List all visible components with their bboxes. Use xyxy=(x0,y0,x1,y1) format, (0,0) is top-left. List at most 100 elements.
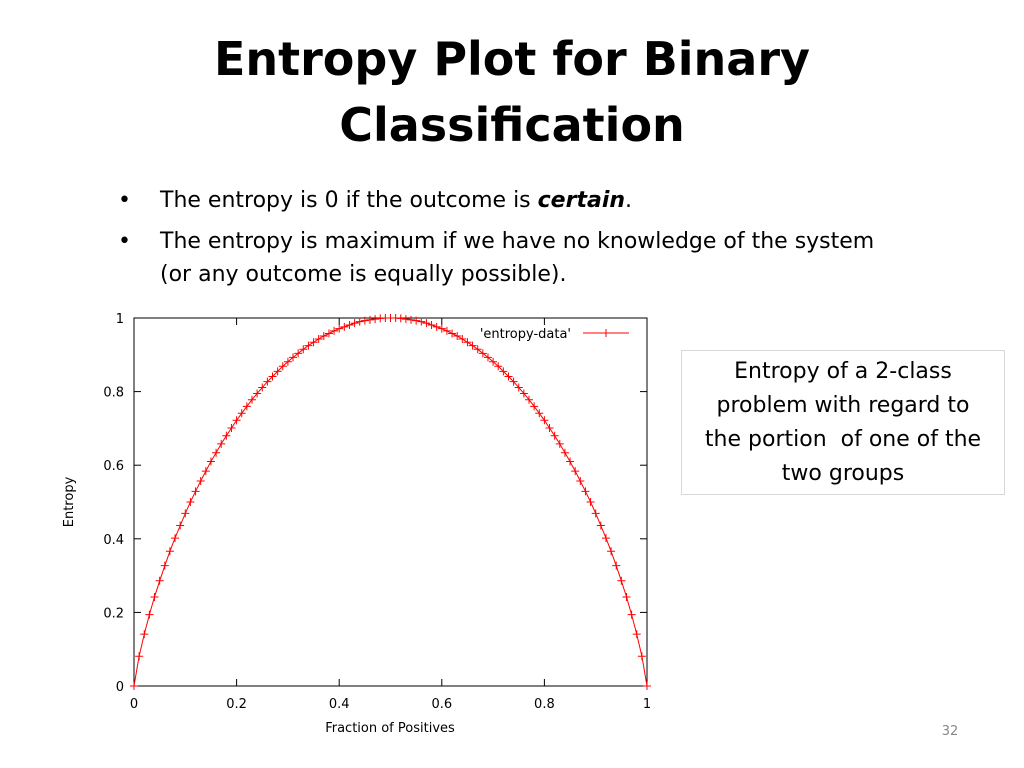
data-point-marker xyxy=(206,457,215,466)
data-point-marker xyxy=(289,353,298,362)
data-point-marker xyxy=(555,439,564,448)
data-point-marker xyxy=(509,377,518,386)
data-point-marker xyxy=(483,353,492,362)
y-tick-label: 0 xyxy=(116,680,124,695)
bullet-emphasis: certain xyxy=(537,188,626,213)
data-point-marker xyxy=(191,487,200,496)
data-point-marker xyxy=(227,424,236,433)
data-point-marker xyxy=(212,448,221,457)
data-point-marker xyxy=(350,319,359,328)
data-point-marker xyxy=(468,341,477,350)
data-point-marker xyxy=(247,395,256,404)
data-point-marker xyxy=(201,467,210,476)
data-point-marker xyxy=(437,324,446,333)
data-point-marker xyxy=(540,416,549,425)
data-point-marker xyxy=(499,367,508,376)
data-point-marker xyxy=(330,326,339,335)
data-point-marker xyxy=(396,314,405,323)
data-point-marker xyxy=(637,652,646,661)
data-point-marker xyxy=(612,561,621,570)
data-point-marker xyxy=(596,521,605,530)
bullet-marker: • xyxy=(118,229,131,254)
plot-frame xyxy=(133,317,648,687)
data-point-marker xyxy=(283,357,292,366)
data-point-marker xyxy=(566,457,575,466)
data-point-marker xyxy=(581,487,590,496)
y-tick-label: 1 xyxy=(116,312,124,327)
data-point-marker xyxy=(458,334,467,343)
data-point-marker xyxy=(489,357,498,366)
data-point-marker xyxy=(319,332,328,341)
data-point-marker xyxy=(627,610,636,619)
y-tick-label: 0.4 xyxy=(103,533,124,548)
data-point-marker xyxy=(576,477,585,486)
data-point-marker xyxy=(478,349,487,358)
x-tick-label: 1 xyxy=(643,697,651,712)
callout-line-4: two groups xyxy=(781,460,905,486)
data-point-marker xyxy=(304,341,313,350)
y-tick-label: 0.6 xyxy=(103,459,124,474)
data-point-marker xyxy=(448,329,457,338)
data-point-marker xyxy=(150,592,159,601)
data-point-marker xyxy=(181,509,190,518)
data-point-marker xyxy=(525,395,534,404)
callout-box: Entropy of a 2-class problem with regard… xyxy=(681,350,1005,495)
data-point-marker xyxy=(632,630,641,639)
callout-line-3: the portion of one of the xyxy=(704,426,982,452)
data-point-marker xyxy=(135,652,144,661)
x-tick-label: 0.2 xyxy=(226,697,247,712)
data-point-marker xyxy=(242,402,251,411)
data-point-marker xyxy=(401,315,410,324)
data-point-marker xyxy=(586,498,595,506)
title-line-2: Classification xyxy=(339,98,685,152)
data-point-marker xyxy=(453,332,462,341)
data-point-marker xyxy=(335,324,344,333)
data-point-marker xyxy=(155,576,164,585)
data-point-marker xyxy=(601,534,610,543)
data-point-marker xyxy=(591,509,600,518)
data-point-marker xyxy=(365,315,374,324)
data-point-marker xyxy=(140,630,149,639)
data-point-marker xyxy=(535,409,544,418)
bullet-text-after: . xyxy=(625,188,633,213)
data-point-marker xyxy=(222,431,231,440)
callout-line-1: Entropy of a 2-class xyxy=(734,358,952,384)
y-axis-ticks: 0 0.2 0.4 0.6 0.8 1 xyxy=(103,312,647,695)
data-point-marker xyxy=(278,362,287,371)
x-tick-label: 0.6 xyxy=(431,697,452,712)
data-point-marker xyxy=(550,431,559,440)
legend-label: 'entropy-data' xyxy=(480,327,571,342)
page-number: 32 xyxy=(941,724,959,739)
data-point-marker xyxy=(442,326,451,335)
data-point-marker xyxy=(309,338,318,347)
data-point-marker xyxy=(417,317,426,326)
title-line-1: Entropy Plot for Binary xyxy=(213,32,811,86)
series-line-group xyxy=(133,317,648,687)
data-point-marker xyxy=(504,372,513,381)
data-point-marker xyxy=(360,316,369,325)
data-point-marker xyxy=(165,547,174,556)
data-point-marker xyxy=(160,561,169,570)
data-point-marker xyxy=(494,362,503,371)
data-point-marker xyxy=(355,317,364,326)
data-point-marker xyxy=(145,610,154,619)
callout-line-2: problem with regard to xyxy=(716,392,970,418)
bullet-list: • The entropy is 0 if the outcome is cer… xyxy=(118,184,938,299)
y-axis-label: Entropy xyxy=(62,476,77,527)
data-point-marker xyxy=(171,534,180,543)
data-point-marker xyxy=(463,338,472,347)
data-point-marker xyxy=(324,329,333,338)
data-point-marker xyxy=(422,319,431,328)
bullet-marker: • xyxy=(118,188,131,213)
data-point-marker xyxy=(258,383,267,392)
bullet-item-maximum: • The entropy is maximum if we have no k… xyxy=(118,225,938,291)
y-tick-label: 0.2 xyxy=(103,606,124,621)
data-point-marker xyxy=(186,498,195,506)
x-tick-label: 0.4 xyxy=(329,697,350,712)
data-point-marker xyxy=(176,521,185,530)
data-point-marker xyxy=(571,467,580,476)
data-point-marker xyxy=(232,416,241,425)
data-point-marker xyxy=(514,383,523,392)
bullet-item-certain: • The entropy is 0 if the outcome is cer… xyxy=(118,184,938,217)
